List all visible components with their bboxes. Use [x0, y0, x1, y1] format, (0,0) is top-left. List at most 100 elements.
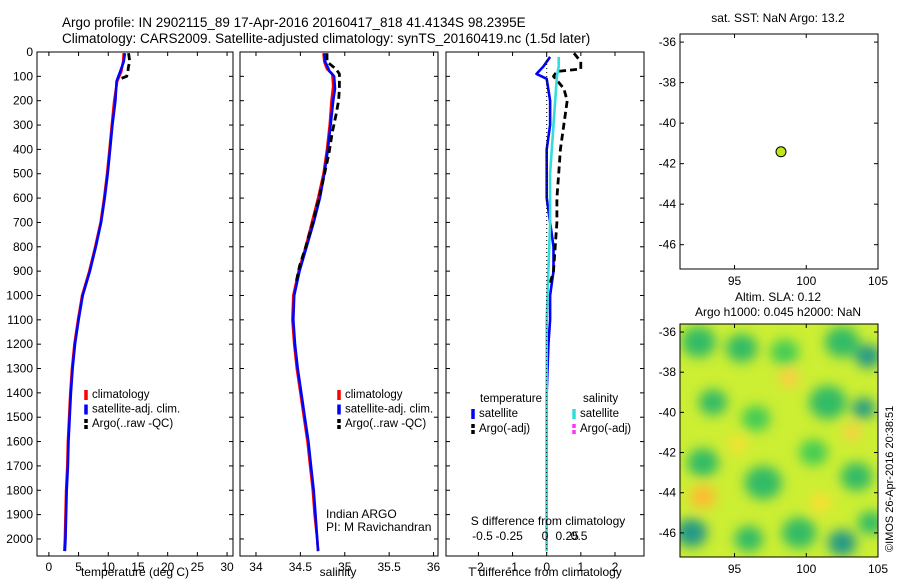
- y-tick-label: -40: [659, 405, 677, 419]
- y-tick-label: 400: [13, 142, 33, 156]
- series-line-satellite-adj-clim-: [63, 53, 127, 552]
- sla-anomaly-blob: [744, 465, 782, 500]
- series-line-argo-raw-qc-: [119, 52, 132, 81]
- sla-anomaly-blob: [840, 462, 873, 491]
- x-tick-label: 36: [427, 560, 441, 574]
- sla-anomaly-blob: [857, 511, 878, 535]
- y-tick-label: 1400: [6, 386, 33, 400]
- y-tick-label: 1700: [6, 459, 33, 473]
- x-tick-label: 5: [75, 560, 82, 574]
- series-line-temperature-argo-adj-: [548, 52, 583, 284]
- sla-anomaly-blob: [681, 326, 716, 358]
- legend-label: Argo(..raw -QC): [345, 418, 426, 430]
- sla-anomaly-blob: [698, 389, 728, 416]
- x-tick-label: 34: [249, 560, 263, 574]
- x-tick-label: 105: [868, 562, 888, 576]
- y-tick-label: 1900: [6, 508, 33, 522]
- sla-anomaly-blob: [690, 485, 716, 509]
- float-position-panel: -36 -38 -40 -42 -44 -46 95 100 105: [659, 33, 888, 288]
- series-line-temperature-satellite: [535, 56, 555, 552]
- sal-diff-tick-label: -0.5: [472, 529, 493, 543]
- legend-label: satellite: [479, 408, 518, 420]
- x-tick-label: 0: [543, 560, 550, 574]
- sla-anomaly-blob: [799, 439, 828, 466]
- series-group: [63, 52, 132, 552]
- sla-blobs: [680, 326, 878, 556]
- series-group: [291, 53, 341, 552]
- sla-anomaly-blob: [734, 526, 764, 552]
- sla-anomaly-blob: [852, 398, 876, 419]
- altimetry-title-line2: Argo h1000: 0.045 h2000: NaN: [695, 305, 861, 319]
- y-tick-label: 900: [13, 264, 33, 278]
- y-tick-label: -38: [659, 76, 677, 90]
- x-tick-label: 30: [220, 560, 234, 574]
- sla-anomaly-blob: [770, 339, 800, 366]
- x-tick-label: 20: [161, 560, 175, 574]
- sla-anomaly-blob: [687, 448, 719, 477]
- y-tick-label: 1800: [6, 483, 33, 497]
- legend-label: satellite-adj. clim.: [92, 404, 180, 416]
- sla-anomaly-blob: [779, 369, 800, 388]
- sla-anomaly-blob: [824, 326, 860, 358]
- series-line-argo-raw-qc-: [294, 53, 341, 284]
- series-line-satellite-adj-clim-: [291, 53, 337, 552]
- temperature-xlabel: temperature (deg C): [81, 565, 189, 579]
- map-frame: [679, 33, 879, 270]
- y-tick-label: 800: [13, 240, 33, 254]
- x-tick-label: 10: [102, 560, 116, 574]
- y-tick-label: 1300: [6, 362, 33, 376]
- y-tick-label: 200: [13, 94, 33, 108]
- salinity-xlabel: salinity: [320, 565, 357, 579]
- sal-diff-tick-label: 0: [542, 529, 549, 543]
- x-tick-label: 95: [728, 562, 742, 576]
- sal-diff-tick-label: 0.5: [571, 529, 588, 543]
- legend-label: climatology: [345, 389, 403, 401]
- sal-diff-tick-label: -0.25: [495, 529, 523, 543]
- sla-anomaly-blob: [809, 385, 847, 420]
- plot-frame: [239, 51, 439, 557]
- figure-title-line1: Argo profile: IN 2902115_89 17-Apr-2016 …: [62, 15, 526, 30]
- sla-anomaly-blob: [827, 530, 857, 556]
- credit-institution: Indian ARGO: [326, 507, 397, 521]
- figure-title-line2: Climatology: CARS2009. Satellite-adjuste…: [62, 31, 590, 46]
- x-tick-label: 34.5: [289, 560, 313, 574]
- x-tick-label: 100: [796, 274, 816, 288]
- y-tick-label: 700: [13, 215, 33, 229]
- legend-label: satellite: [580, 408, 619, 420]
- sla-anomaly-blob: [843, 424, 861, 441]
- x-tick-label: 95: [728, 274, 742, 288]
- sla-field: [680, 324, 878, 557]
- temperature-panel: 0100200300400500600700800900100011001200…: [6, 45, 234, 574]
- altimetry-title-line1: Altim. SLA: 0.12: [735, 290, 821, 304]
- y-tick-label: 500: [13, 167, 33, 181]
- y-tick-label: -46: [659, 238, 677, 252]
- legend-label: Argo(-adj): [580, 423, 631, 435]
- x-tick-label: -1: [507, 560, 518, 574]
- sla-anomaly-blob: [728, 436, 746, 453]
- credit-pi: PI: M Ravichandran: [326, 520, 431, 534]
- y-tick-label: -38: [659, 365, 677, 379]
- y-tick-label: -42: [659, 157, 677, 171]
- series-group: [535, 52, 583, 556]
- x-tick-label: 35.5: [377, 560, 401, 574]
- series-line-climatology: [63, 53, 125, 552]
- x-tick-label: 25: [191, 560, 205, 574]
- sal-diff-tick-label: 0.25: [556, 529, 580, 543]
- difference-xlabel-bottom: T difference from climatology: [468, 565, 622, 579]
- y-tick-label: -40: [659, 116, 677, 130]
- float-position-marker: [775, 146, 787, 158]
- y-tick-label: -44: [659, 197, 677, 211]
- y-tick-label: -36: [659, 35, 677, 49]
- y-tick-label: 600: [13, 191, 33, 205]
- y-tick-label: 0: [26, 45, 33, 59]
- y-tick-label: 1600: [6, 435, 33, 449]
- y-tick-label: -46: [659, 526, 677, 540]
- y-tick-label: 1200: [6, 337, 33, 351]
- sla-anomaly-blob: [855, 344, 878, 368]
- difference-panel: -2 -1 0 1 2 -0.5 -0.25 0 0.250.5 temperature salin…: [445, 51, 645, 574]
- sla-anomaly-blob: [680, 518, 708, 548]
- altimetry-panel: -36 -38 -40 -42 -44 -46 95 100 105: [659, 323, 888, 576]
- imos-stamp: ©IMOS 26-Apr-2016 20:38:51: [884, 406, 896, 552]
- sla-anomaly-blob: [741, 405, 771, 432]
- position-title: sat. SST: NaN Argo: 13.2: [711, 11, 845, 25]
